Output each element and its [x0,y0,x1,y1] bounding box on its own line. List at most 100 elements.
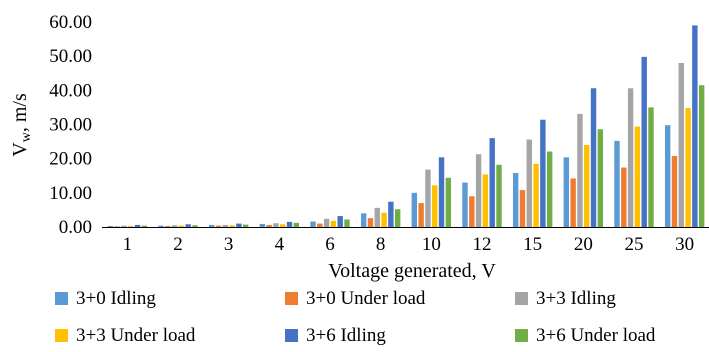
bar [310,221,316,227]
bar [107,225,114,227]
y-tick-label: 50.00 [49,46,92,67]
x-tick-label: 1 [123,234,133,255]
bar [388,201,394,227]
bar [533,163,539,227]
bar [185,224,191,227]
bar [165,225,171,227]
bar [577,113,583,227]
bar [208,224,215,227]
bar [114,226,120,227]
legend-swatch [285,329,298,342]
bar [323,218,330,227]
x-tick-label: 20 [574,234,593,255]
bar [445,177,452,227]
x-tick-label: 3 [224,234,234,255]
bar [584,145,590,227]
bar [432,185,438,227]
legend-swatch [55,329,68,342]
bar [229,225,235,227]
y-tick-label: 30.00 [49,115,92,136]
y-tick-label: 10.00 [49,183,92,204]
bar [317,223,323,227]
y-tick-label: 60.00 [49,12,92,33]
bar [121,225,127,227]
bar [590,88,597,228]
legend-label: 3+6 Under load [536,325,656,346]
bar [678,63,684,227]
bar [671,155,678,227]
bar [266,224,272,227]
legend-swatch [55,292,68,305]
bar [236,223,242,227]
bar [496,164,502,227]
legend: 3+0 Idling 3+0 Under load 3+3 Idling 3+3 Un… [55,288,656,346]
y-axis-ticks: 0.00 10.00 20.00 30.00 40.00 50.00 60.00 [49,12,92,238]
bar [178,225,185,227]
bar [222,224,228,227]
bars [107,25,705,228]
legend-swatch [285,292,298,305]
bar [337,216,343,227]
bar [489,138,495,227]
y-axis-title: Vw, m/s [9,93,34,157]
legend-label: 3+3 Idling [536,288,616,309]
legend-label: 3+0 Idling [76,288,156,309]
bar [621,167,627,227]
bar [381,212,387,227]
bar [438,157,445,227]
bar [273,223,279,227]
bar [418,203,424,227]
x-tick-label: 4 [275,234,285,255]
x-tick-label: 6 [325,234,335,255]
bar [570,178,576,227]
bar [685,108,691,227]
bar [293,222,300,227]
bar [158,225,164,227]
bar [128,225,134,227]
bar [242,224,249,227]
bar [215,225,222,227]
legend-label: 3+3 Under load [76,325,196,346]
legend-label: 3+0 Under load [306,288,426,309]
bar [411,192,418,227]
bar [192,225,198,227]
bar [519,190,526,227]
bar [469,196,475,227]
x-tick-label: 8 [376,234,386,255]
bar [394,209,401,227]
x-tick-label: 25 [625,234,644,255]
bar [512,173,519,227]
bar [367,218,374,227]
bar [344,219,350,227]
y-axis-title-main: V [9,142,31,157]
bar [141,225,148,227]
bar [664,125,671,227]
y-axis-title-rest: , m/s [9,93,31,132]
y-tick-label: 20.00 [49,149,92,170]
x-axis-title: Voltage generated, V [328,260,496,282]
legend-label: 3+6 Idling [306,325,386,346]
bar [360,213,367,227]
bar [280,224,286,227]
bar [425,169,431,227]
y-tick-label: 40.00 [49,80,92,101]
bar [546,151,553,227]
x-tick-label: 2 [173,234,183,255]
bar [482,174,489,227]
bar [526,139,532,227]
x-tick-label: 15 [523,234,542,255]
bar [374,207,380,227]
bar [597,129,604,227]
bar [540,119,546,227]
bar [259,223,266,227]
bar [627,88,634,228]
x-tick-label: 12 [473,234,492,255]
bar [462,182,468,227]
legend-swatch [515,292,528,305]
bar [698,85,705,227]
x-axis-ticks: 1 2 3 4 6 8 10 12 15 20 25 30 [123,234,695,255]
bar [330,220,337,227]
bar [475,154,482,227]
bar [171,225,178,227]
